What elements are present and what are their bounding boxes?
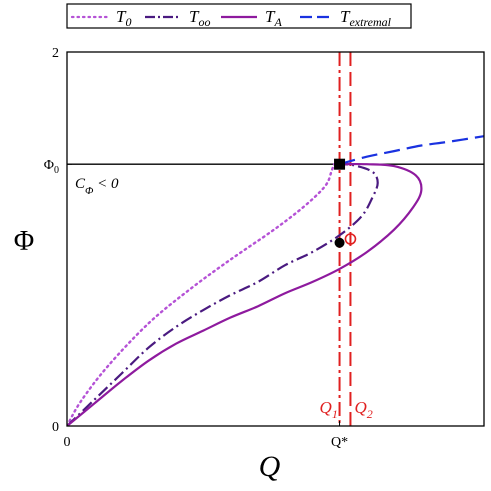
marker-open-circle [344,233,357,245]
y-tick-label-2: 2 [52,46,59,61]
x-axis-label: Q [259,450,281,483]
marker-filled-circle [334,237,345,248]
vertical-line-label-Q2: Q2 [354,398,372,421]
series-line-Too [67,163,379,426]
plot-area [67,52,484,426]
series-line-TA [67,162,423,426]
series-line-Textremal [339,135,484,166]
legend-label-T0: T0 [116,7,131,29]
legend-label-Too: Too [189,7,210,29]
legend: T0 Too TA Textremal [66,3,412,29]
annotation-0: CΦ < 0 [75,176,119,197]
plot-frame [66,51,485,427]
y-tick-label-0: 0 [52,420,59,435]
vertical-line-label-Q1: Q1 [320,398,338,421]
series-line-T0 [67,163,336,426]
y-tick-label-1: Φ0 [44,158,59,176]
x-tick-label-1: Q* [331,435,348,450]
legend-label-Textremal: Textremal [340,7,392,29]
x-tick-label-0: 0 [64,435,71,450]
legend-label-TA: TA [265,7,282,29]
y-axis-label: Φ [14,226,34,257]
axes: 0 Φ0 2 0 Q* Q Φ Q1 Q2 CΦ < 0 [14,46,485,483]
marker-square [334,158,346,170]
